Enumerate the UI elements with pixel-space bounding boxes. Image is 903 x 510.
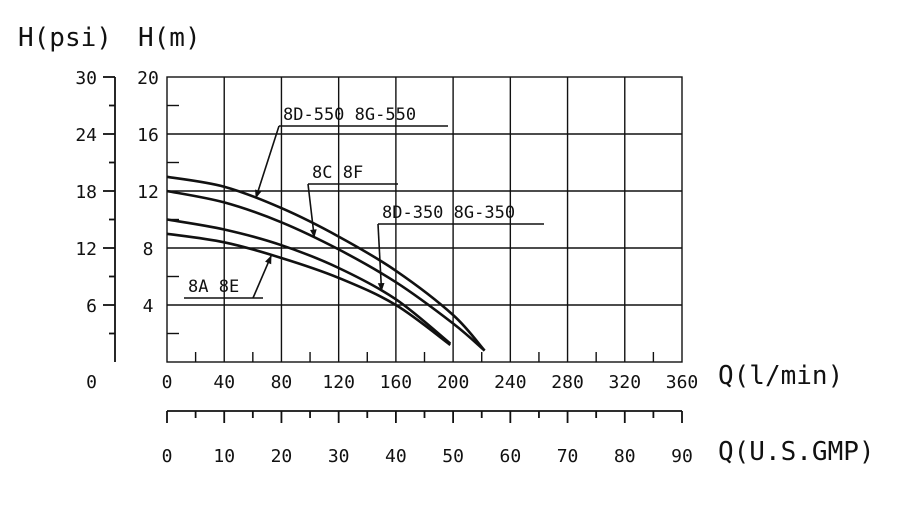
curve-label-8d-350-8g-350: 8D-350 8G-350 xyxy=(382,203,515,223)
m-tick-label: 20 xyxy=(137,68,159,89)
gpm-tick-label: 50 xyxy=(442,446,464,467)
curve-label-8c-8f: 8C 8F xyxy=(312,163,363,183)
psi-tick-label: 24 xyxy=(75,125,97,146)
gpm-tick-label: 30 xyxy=(328,446,350,467)
m-tick-label: 16 xyxy=(137,125,159,146)
m-tick-label: 8 xyxy=(143,239,154,260)
lpm-tick-label: 240 xyxy=(494,372,527,393)
m-tick-label: 12 xyxy=(137,182,159,203)
curve-leader-line xyxy=(377,223,383,292)
curve-leader-line xyxy=(254,125,280,199)
gpm-tick-label: 90 xyxy=(671,446,693,467)
curve-layer xyxy=(166,125,544,352)
psi-tick-label: 0 xyxy=(86,372,97,393)
lpm-tick-label: 200 xyxy=(437,372,470,393)
curve-8d-350-8g-350 xyxy=(166,218,452,345)
curve-label-8d-550-8g-550: 8D-550 8G-550 xyxy=(283,105,416,125)
curve-leader-arrow xyxy=(377,282,385,292)
lpm-tick-label: 320 xyxy=(609,372,642,393)
curve-leader-arrow xyxy=(255,189,262,199)
curve-8d-550-8g-550 xyxy=(166,175,486,352)
gpm-tick-label: 10 xyxy=(213,446,235,467)
gpm-tick-label: 20 xyxy=(271,446,293,467)
lpm-tick-label: 80 xyxy=(271,372,293,393)
psi-tick-label: 6 xyxy=(86,296,97,317)
curve-8c-8f xyxy=(166,189,486,352)
psi-tick-label: 30 xyxy=(75,68,97,89)
lpm-tick-label: 360 xyxy=(666,372,699,393)
axis-layer xyxy=(103,76,683,423)
curve-leader-arrow xyxy=(265,255,272,265)
x-axis-gpm-title: Q(U.S.GMP) xyxy=(718,437,875,467)
m-tick-label: 4 xyxy=(143,296,154,317)
x-axis-lpm-title: Q(l/min) xyxy=(718,361,843,391)
curve-8a-8e xyxy=(166,232,452,346)
gpm-tick-label: 40 xyxy=(385,446,407,467)
curve-leader-line xyxy=(307,183,316,239)
gpm-tick-label: 0 xyxy=(162,446,173,467)
psi-tick-label: 18 xyxy=(75,182,97,203)
y-axis-m-title: H(m) xyxy=(138,23,201,53)
gpm-tick-label: 70 xyxy=(557,446,579,467)
lpm-tick-label: 120 xyxy=(322,372,355,393)
lpm-tick-label: 160 xyxy=(380,372,413,393)
lpm-tick-label: 40 xyxy=(213,372,235,393)
text-layer: H(psi) H(m) Q(l/min) Q(U.S.GMP) 0 6 12 18 24… xyxy=(18,23,875,467)
gpm-tick-label: 60 xyxy=(499,446,521,467)
gpm-tick-label: 80 xyxy=(614,446,636,467)
y-axis-psi-title: H(psi) xyxy=(18,23,112,53)
lpm-tick-label: 280 xyxy=(551,372,584,393)
curve-leader-arrow xyxy=(310,229,317,238)
grid-layer xyxy=(166,76,683,363)
psi-tick-label: 12 xyxy=(75,239,97,260)
lpm-tick-label: 0 xyxy=(162,372,173,393)
curve-label-8a-8e: 8A 8E xyxy=(188,277,239,297)
